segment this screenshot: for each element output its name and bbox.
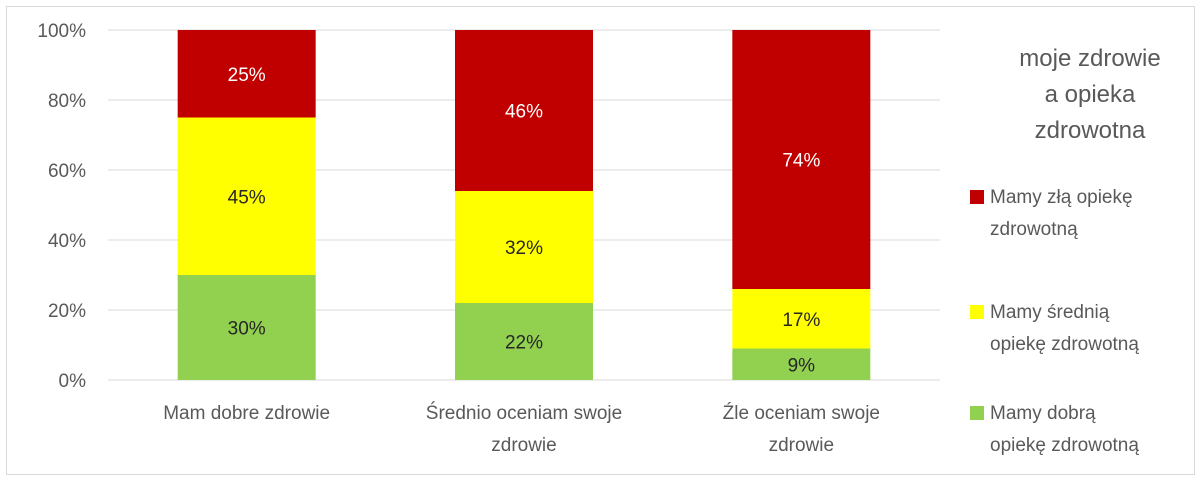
data-label: 17% (782, 310, 820, 331)
y-tick-label: 60% (48, 161, 86, 182)
data-label: 9% (788, 355, 816, 376)
category-label: zdrowie (491, 435, 556, 456)
data-label: 74% (782, 151, 820, 172)
bar-segment (177, 30, 316, 118)
legend-title: moje zdrowie (1019, 45, 1160, 72)
y-tick-label: 40% (48, 231, 86, 252)
legend-swatch (970, 406, 984, 420)
bar-segment (455, 30, 593, 191)
legend-swatch (970, 190, 984, 204)
bar-segment (732, 289, 871, 349)
bar-segment (732, 348, 871, 380)
bar-segment (455, 191, 593, 303)
legend-entry: Mamy średnią (990, 302, 1110, 323)
data-label: 22% (505, 333, 543, 354)
data-label: 25% (228, 65, 266, 86)
bar-segment (732, 30, 871, 289)
bar-segment (177, 275, 316, 380)
chart-frame (6, 6, 1195, 475)
bar-segment (177, 117, 316, 275)
data-label: 30% (228, 319, 266, 340)
legend-entry: opiekę zdrowotną (990, 334, 1139, 355)
legend-title: a opieka (1045, 81, 1136, 108)
legend-swatch (970, 305, 984, 319)
bar-segment (455, 303, 593, 380)
legend-entry: opiekę zdrowotną (990, 435, 1139, 456)
y-tick-label: 100% (37, 21, 86, 42)
category-label: zdrowie (769, 435, 834, 456)
legend-entry: Mamy dobrą (990, 403, 1096, 424)
y-tick-label: 20% (48, 301, 86, 322)
category-label: Mam dobre zdrowie (163, 403, 330, 424)
legend-entry: zdrowotną (990, 219, 1078, 240)
y-tick-label: 80% (48, 91, 86, 112)
legend-title: zdrowotna (1035, 117, 1146, 144)
data-label: 46% (505, 102, 543, 123)
data-label: 32% (505, 238, 543, 259)
category-label: Źle oceniam swoje (723, 403, 880, 424)
category-label: Średnio oceniam swoje (426, 402, 622, 424)
y-tick-label: 0% (59, 371, 87, 392)
legend-entry: Mamy złą opiekę (990, 187, 1133, 208)
data-label: 45% (228, 187, 266, 208)
